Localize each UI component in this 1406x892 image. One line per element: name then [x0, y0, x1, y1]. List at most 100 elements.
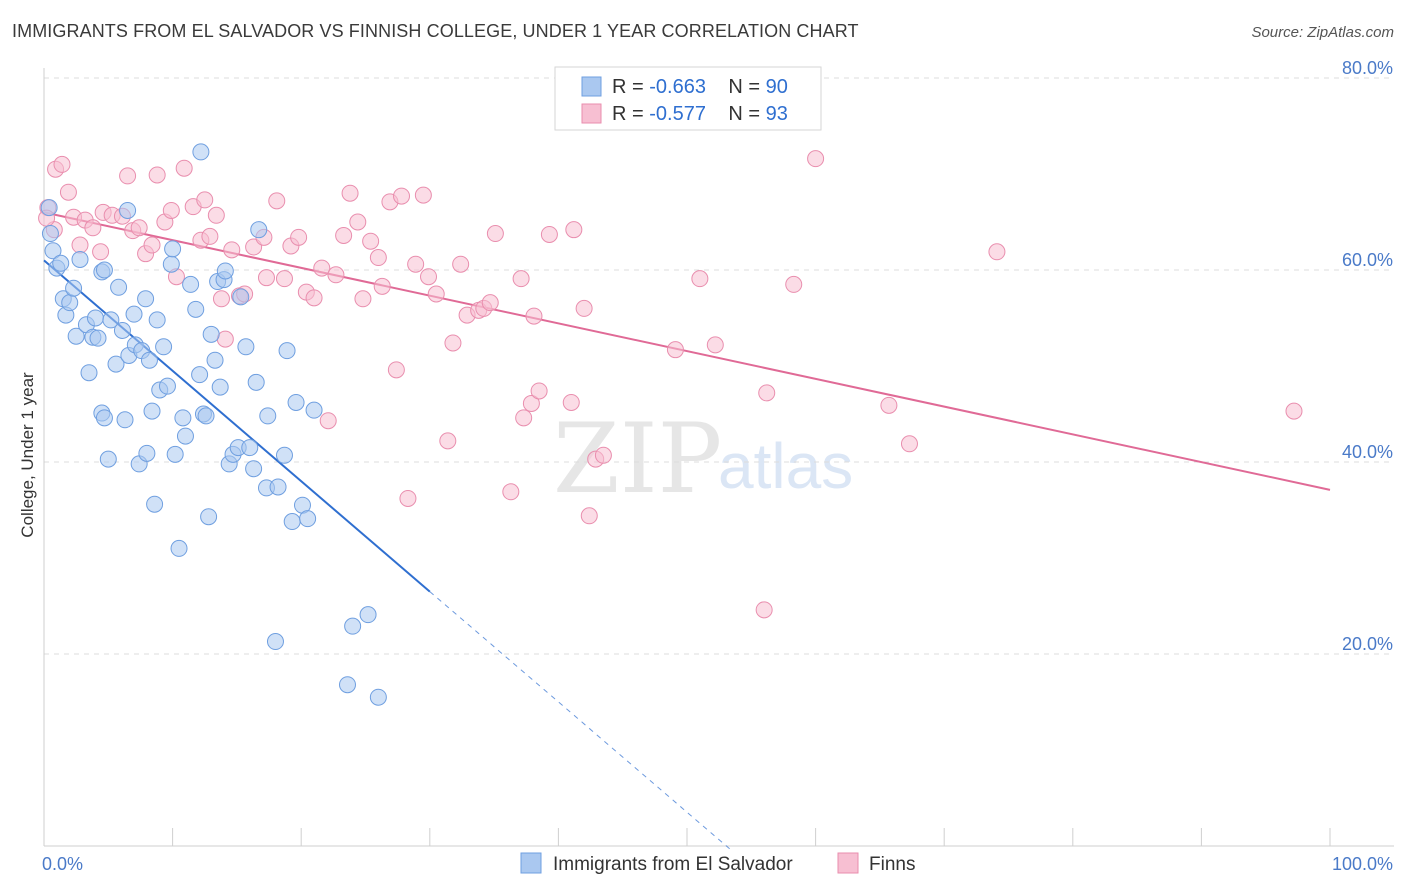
point-finns [580, 507, 598, 525]
point-finns [758, 384, 776, 402]
point-el-salvador [162, 255, 180, 273]
point-finns [1285, 402, 1303, 420]
point-el-salvador [107, 355, 125, 373]
point-finns [502, 483, 520, 501]
point-el-salvador [113, 321, 131, 339]
point-finns [755, 601, 773, 619]
trend-lines [43, 211, 1331, 852]
point-el-salvador [170, 539, 188, 557]
x-tick-label: 100.0% [1332, 854, 1393, 874]
y-tick-label: 60.0% [1342, 250, 1393, 270]
point-el-salvador [269, 478, 287, 496]
point-el-salvador [174, 409, 192, 427]
point-el-salvador [359, 606, 377, 624]
point-el-salvador [52, 254, 70, 272]
point-finns [290, 228, 308, 246]
x-tick-label: 0.0% [42, 854, 83, 874]
point-el-salvador [40, 199, 58, 217]
point-el-salvador [278, 342, 296, 360]
point-el-salvador [86, 309, 104, 327]
point-el-salvador [65, 279, 83, 297]
point-el-salvador [191, 366, 209, 384]
point-el-salvador [155, 338, 173, 356]
point-finns [562, 393, 580, 411]
point-el-salvador [116, 411, 134, 429]
point-el-salvador [275, 446, 293, 464]
point-finns [706, 336, 724, 354]
point-el-salvador [305, 401, 323, 419]
point-finns [988, 243, 1006, 261]
point-el-salvador [299, 510, 317, 528]
point-el-salvador [95, 261, 113, 279]
point-el-salvador [119, 201, 137, 219]
point-finns [427, 285, 445, 303]
chart-title: IMMIGRANTS FROM EL SALVADOR VS FINNISH C… [12, 21, 859, 41]
point-finns [71, 236, 89, 254]
point-el-salvador [41, 225, 59, 243]
point-finns [84, 219, 102, 237]
point-el-salvador [232, 288, 250, 306]
point-finns [92, 243, 110, 261]
point-finns [130, 219, 148, 237]
point-el-salvador [176, 427, 194, 445]
point-el-salvador [158, 377, 176, 395]
y-tick-labels: 20.0% 40.0% 60.0% 80.0% [1342, 58, 1393, 654]
point-finns [439, 432, 457, 450]
point-finns [257, 269, 275, 287]
point-el-salvador [241, 439, 259, 457]
bottom-legend-label-pink: Finns [869, 854, 915, 875]
point-el-salvador [245, 460, 263, 478]
point-el-salvador [95, 409, 113, 427]
point-el-salvador [102, 311, 120, 329]
trend-line-el-salvador [43, 259, 431, 593]
y-tick-label: 80.0% [1342, 58, 1393, 78]
point-el-salvador [137, 290, 155, 308]
point-finns [420, 268, 438, 286]
point-finns [594, 446, 612, 464]
point-finns [407, 255, 425, 273]
point-el-salvador [344, 617, 362, 635]
legend-row-2: R = -0.577 N = 93 [612, 103, 788, 125]
point-finns [196, 191, 214, 209]
point-el-salvador [259, 407, 277, 425]
series-legend: Immigrants from El Salvador Finns [520, 852, 915, 875]
point-el-salvador [206, 351, 224, 369]
legend-row-1: R = -0.663 N = 90 [612, 76, 788, 98]
point-el-salvador [138, 444, 156, 462]
trend-line-finns [43, 211, 1331, 491]
y-tick-label: 20.0% [1342, 634, 1393, 654]
point-finns [305, 289, 323, 307]
point-el-salvador [125, 305, 143, 323]
data-points [38, 143, 1303, 706]
point-finns [452, 255, 470, 273]
stats-legend: R = -0.663 N = 90 R = -0.577 N = 93 [554, 66, 822, 131]
point-el-salvador [182, 275, 200, 293]
bottom-legend-swatch-blue [520, 852, 542, 874]
point-finns [313, 259, 331, 277]
point-finns [540, 225, 558, 243]
point-finns [223, 241, 241, 259]
point-finns [53, 155, 71, 173]
point-el-salvador [250, 221, 268, 239]
point-finns [900, 435, 918, 453]
point-finns [369, 249, 387, 267]
point-finns [393, 187, 411, 205]
point-finns [387, 361, 405, 379]
point-finns [143, 236, 161, 254]
point-el-salvador [187, 300, 205, 318]
point-finns [414, 186, 432, 204]
point-finns [486, 225, 504, 243]
point-el-salvador [338, 676, 356, 694]
point-finns [373, 277, 391, 295]
point-el-salvador [164, 240, 182, 258]
point-finns [207, 206, 225, 224]
point-el-salvador [266, 633, 284, 651]
point-el-salvador [146, 495, 164, 513]
point-finns [275, 270, 293, 288]
point-finns [319, 412, 337, 430]
point-finns [119, 167, 137, 185]
point-el-salvador [148, 311, 166, 329]
trend-line-el-salvador-extension [429, 591, 733, 852]
point-finns [807, 150, 825, 168]
point-el-salvador [143, 402, 161, 420]
